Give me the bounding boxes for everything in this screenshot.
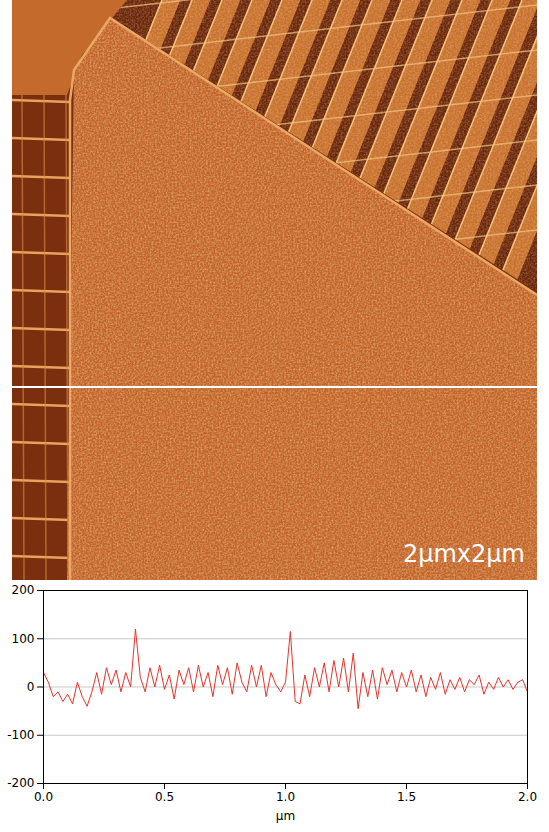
svg-text:1.5: 1.5	[397, 790, 416, 804]
svg-text:100: 100	[12, 632, 35, 646]
svg-text:μm: μm	[276, 809, 295, 823]
svg-text:2μmx2μm: 2μmx2μm	[403, 540, 525, 568]
svg-text:2.0: 2.0	[518, 790, 537, 804]
svg-text:1.0: 1.0	[276, 790, 295, 804]
svg-text:0.5: 0.5	[155, 790, 174, 804]
svg-text:0.0: 0.0	[34, 790, 53, 804]
svg-text:-100: -100	[7, 728, 34, 742]
svg-text:-200: -200	[7, 776, 34, 790]
svg-text:0: 0	[27, 680, 35, 694]
svg-text:200: 200	[12, 583, 35, 597]
